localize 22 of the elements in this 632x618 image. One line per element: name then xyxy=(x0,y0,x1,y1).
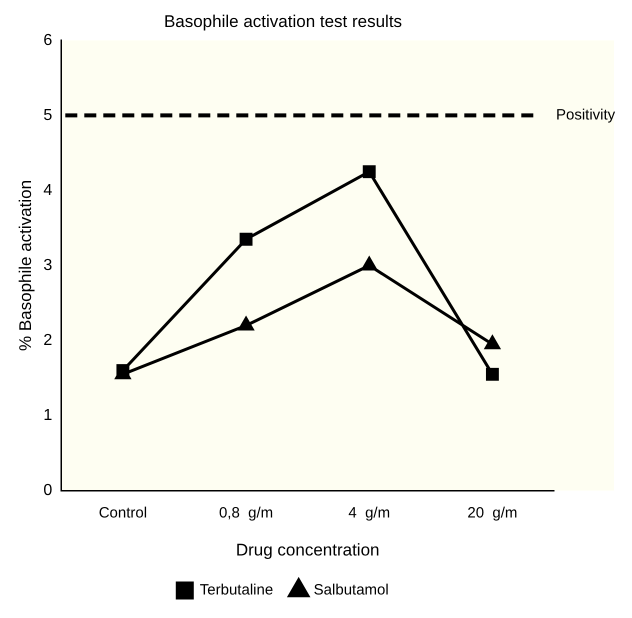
ref-line-label: Positivity xyxy=(556,106,616,124)
y-tick-label: 5 xyxy=(43,106,52,124)
y-tick-label: 0 xyxy=(43,482,52,500)
y-tick-label: 2 xyxy=(43,332,52,349)
point xyxy=(362,257,377,270)
point xyxy=(484,336,500,350)
legend-label: Salbutamol xyxy=(314,582,389,599)
point xyxy=(238,317,254,331)
x-tick-label: 4 g/m xyxy=(348,504,390,522)
x-tick-label: 0,8 g/m xyxy=(218,504,274,522)
y-tick-label: 6 xyxy=(43,32,52,49)
y-axis-title: % Basophile activation xyxy=(16,180,35,352)
y-tick-label: 1 xyxy=(43,406,52,424)
y-tick-label: 4 xyxy=(43,182,52,199)
x-axis-title: Drug concentration xyxy=(236,540,380,560)
point xyxy=(362,165,376,178)
point xyxy=(240,232,253,246)
x-tick-label: Control xyxy=(98,504,148,522)
y-tick-label: 3 xyxy=(43,256,52,274)
x-tick-label: 20 g/m xyxy=(467,504,518,522)
legend-label: Terbutaline xyxy=(200,582,274,599)
chart-title: Basophile activation test results xyxy=(164,12,402,31)
